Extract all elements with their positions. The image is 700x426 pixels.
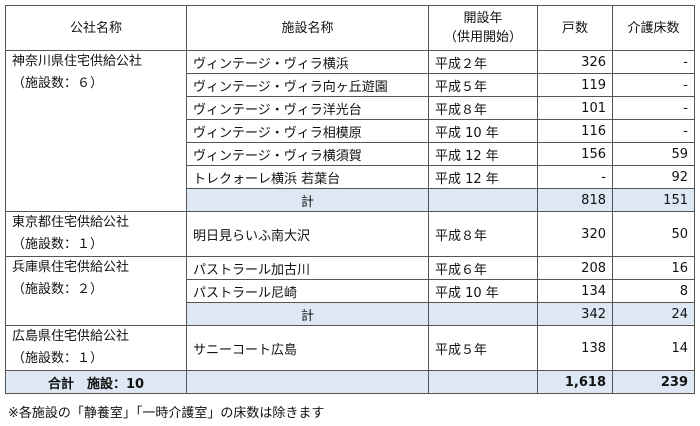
facility-count: （施設数：２） [12,282,104,297]
opening-year: 平成 12 年 [428,142,538,166]
units: - [537,165,613,189]
opening-year: 平成５年 [428,325,538,371]
opening-year: 平成 12 年 [428,165,538,189]
opening-year: 平成 10 年 [428,279,538,303]
facility-count: （施設数：１） [12,351,104,366]
care-beds: 16 [612,256,695,280]
care-beds: 8 [612,279,695,303]
total-facility-empty [186,370,429,394]
facility-name: ヴィンテージ・ヴィラ洋光台 [186,96,429,120]
total-label: 合計 施設：10 [5,370,187,394]
facility-name: 明日見らいふ南大沢 [186,211,429,257]
subtotal-units: 342 [537,302,613,326]
subtotal-row: 計 342 24 [6,302,695,326]
table-row: ヴィンテージ・ヴィラ向ヶ丘遊園 平成５年 119- [6,73,695,97]
company-name: 広島県住宅供給公社 [12,329,130,344]
care-beds: - [612,119,695,143]
table-row: ヴィンテージ・ヴィラ洋光台 平成８年 101- [6,96,695,120]
units: 119 [537,73,613,97]
table-row: トレクォーレ横浜 若葉台 平成 12 年 -92 [6,165,695,189]
company-name: 兵庫県住宅供給公社 [12,260,130,275]
facility-name: ヴィンテージ・ヴィラ横須賀 [186,142,429,166]
header-beds: 介護床数 [612,5,695,51]
care-beds: - [612,73,695,97]
care-beds: 50 [612,211,695,257]
facility-table: 公社名称 施設名称 開設年 （供用開始） 戸数 介護床数 神奈川県住宅供給公社 （施… [5,5,695,394]
care-beds: - [612,50,695,74]
subtotal-beds: 151 [612,188,695,212]
opening-year: 平成２年 [428,50,538,74]
total-beds: 239 [612,370,695,394]
care-beds: 59 [612,142,695,166]
facility-count: （施設数：６） [12,76,104,91]
units: 101 [537,96,613,120]
total-row: 合計 施設：10 1,618 239 [5,370,695,394]
footnote: ※各施設の「静養室」「一時介護室」の床数は除きます [8,406,325,421]
units: 138 [537,325,613,371]
subtotal-units: 818 [537,188,613,212]
table-row: パストラール尼崎 平成 10 年 134 8 [6,279,695,303]
header-facility: 施設名称 [186,5,429,51]
subtotal-label: 計 [186,188,429,212]
opening-year: 平成８年 [428,96,538,120]
subtotal-row: 計 818 151 [6,188,695,212]
units: 326 [537,50,613,74]
company-cell: 広島県住宅供給公社 （施設数：１） [5,325,187,371]
table-row: ヴィンテージ・ヴィラ横須賀 平成 12 年 156 59 [6,142,695,166]
table-row: 神奈川県住宅供給公社 （施設数：６） ヴィンテージ・ヴィラ横浜 平成２年 326- [5,50,695,212]
facility-name: サニーコート広島 [186,325,429,371]
units: 156 [537,142,613,166]
units: 208 [537,256,613,280]
header-row: 公社名称 施設名称 開設年 （供用開始） 戸数 介護床数 [5,5,695,51]
table-row: 東京都住宅供給公社 （施設数：１） 明日見らいふ南大沢 平成８年 320 50 [5,211,695,257]
subtotal-beds: 24 [612,302,695,326]
header-year-line1: 開設年 [463,11,503,26]
units: 134 [537,279,613,303]
care-beds: - [612,96,695,120]
facility-count: （施設数：１） [12,237,104,252]
opening-year: 平成 10 年 [428,119,538,143]
units: 320 [537,211,613,257]
company-name: 神奈川県住宅供給公社 [12,54,143,69]
total-units: 1,618 [537,370,613,394]
total-year-empty [428,370,538,394]
company-cell: 神奈川県住宅供給公社 （施設数：６） [5,50,187,212]
facility-name: パストラール加古川 [186,256,429,280]
facility-name: パストラール尼崎 [186,279,429,303]
facility-name: トレクォーレ横浜 若葉台 [186,165,429,189]
opening-year: 平成６年 [428,256,538,280]
header-company: 公社名称 [5,5,187,51]
subtotal-year-empty [428,302,538,326]
opening-year: 平成８年 [428,211,538,257]
table-row: 広島県住宅供給公社 （施設数：１） サニーコート広島 平成５年 138 14 [5,325,695,371]
header-year: 開設年 （供用開始） [428,5,538,51]
subtotal-label: 計 [186,302,429,326]
company-cell: 兵庫県住宅供給公社 （施設数：２） [5,256,187,326]
facility-name: ヴィンテージ・ヴィラ横浜 [186,50,429,74]
table-row: 兵庫県住宅供給公社 （施設数：２） パストラール加古川 平成６年 208 16 [5,256,695,326]
subtotal-year-empty [428,188,538,212]
table-row: ヴィンテージ・ヴィラ相模原 平成 10 年 116- [6,119,695,143]
header-year-line2: （供用開始） [443,30,522,45]
company-cell: 東京都住宅供給公社 （施設数：１） [5,211,187,257]
facility-name: ヴィンテージ・ヴィラ相模原 [186,119,429,143]
care-beds: 14 [612,325,695,371]
units: 116 [537,119,613,143]
company-name: 東京都住宅供給公社 [12,215,130,230]
opening-year: 平成５年 [428,73,538,97]
facility-name: ヴィンテージ・ヴィラ向ヶ丘遊園 [186,73,429,97]
care-beds: 92 [612,165,695,189]
header-units: 戸数 [537,5,613,51]
